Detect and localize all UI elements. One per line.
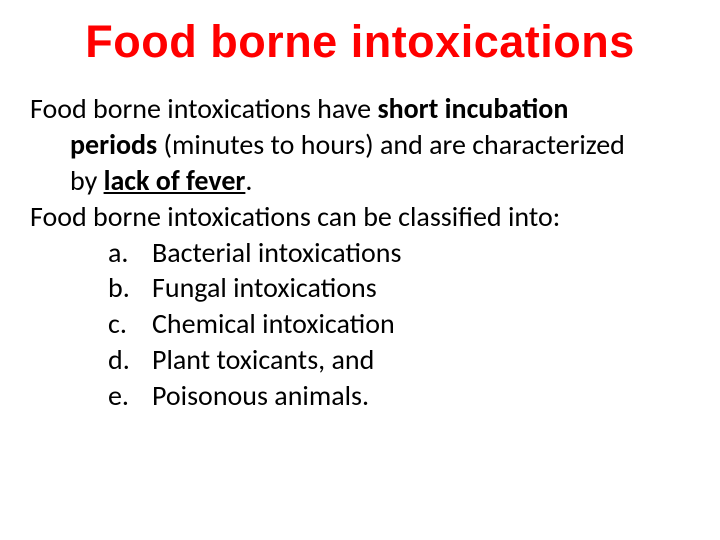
p1-l3-bold: lack of fever	[104, 163, 246, 198]
list-marker: b.	[108, 270, 152, 306]
list-text: Plant toxicants, and	[152, 342, 692, 378]
list-marker: e.	[108, 378, 152, 414]
list-item: c. Chemical intoxication	[108, 306, 692, 342]
body-text: Food borne intoxications have short incu…	[28, 91, 692, 413]
list-marker: c.	[108, 306, 152, 342]
list-item: d. Plant toxicants, and	[108, 342, 692, 378]
list-item: e. Poisonous animals.	[108, 378, 692, 414]
list-text: Bacterial intoxications	[152, 235, 692, 271]
list-item: a. Bacterial intoxications	[108, 235, 692, 271]
p1-l3-plain-a: by	[70, 163, 104, 198]
list-item: b. Fungal intoxications	[108, 270, 692, 306]
p1-line2: periods (minutes to hours) and are chara…	[30, 127, 692, 163]
p1-l2-bold: periods	[70, 127, 157, 162]
paragraph-2: Food borne intoxications can be classifi…	[30, 199, 692, 235]
slide: Food borne intoxications Food borne into…	[0, 0, 720, 540]
p1-l2-plain: (minutes to hours) and are characterized	[157, 127, 625, 162]
classification-list: a. Bacterial intoxications b. Fungal int…	[30, 235, 692, 414]
p1-l1-bold: short incubation	[377, 91, 568, 126]
list-text: Poisonous animals.	[152, 378, 692, 414]
list-text: Fungal intoxications	[152, 270, 692, 306]
list-marker: a.	[108, 235, 152, 271]
p1-l1-plain: Food borne intoxications have	[30, 91, 377, 126]
list-marker: d.	[108, 342, 152, 378]
p1-l3-plain-b: .	[245, 163, 252, 198]
p1-line3: by lack of fever.	[30, 163, 692, 199]
slide-title: Food borne intoxications	[28, 18, 692, 65]
list-text: Chemical intoxication	[152, 306, 692, 342]
p1-line1: Food borne intoxications have short incu…	[30, 91, 692, 127]
paragraph-1: Food borne intoxications have short incu…	[30, 91, 692, 198]
